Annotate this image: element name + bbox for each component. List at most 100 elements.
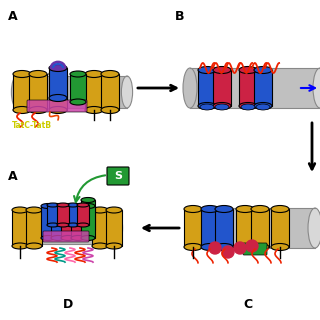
Ellipse shape — [121, 76, 132, 108]
Bar — [47, 205, 59, 225]
FancyBboxPatch shape — [243, 243, 267, 255]
Ellipse shape — [85, 70, 103, 77]
Ellipse shape — [81, 228, 95, 233]
Bar — [49, 74, 67, 110]
Ellipse shape — [184, 205, 202, 212]
Ellipse shape — [51, 204, 65, 209]
Ellipse shape — [254, 67, 272, 74]
Text: A: A — [8, 10, 18, 23]
Ellipse shape — [57, 223, 69, 227]
Ellipse shape — [271, 205, 289, 212]
Bar — [101, 74, 119, 110]
Ellipse shape — [239, 67, 257, 74]
Bar — [61, 206, 75, 238]
Circle shape — [246, 240, 258, 252]
Circle shape — [222, 246, 234, 258]
Bar — [49, 68, 67, 98]
Ellipse shape — [254, 102, 272, 109]
Bar — [190, 68, 320, 108]
Bar — [67, 205, 79, 225]
Bar — [57, 205, 69, 225]
Bar — [213, 70, 231, 106]
Ellipse shape — [47, 203, 59, 207]
Ellipse shape — [81, 204, 95, 209]
Ellipse shape — [13, 70, 31, 77]
Text: C: C — [244, 298, 252, 311]
Circle shape — [209, 242, 221, 254]
Ellipse shape — [215, 205, 233, 212]
Ellipse shape — [308, 208, 320, 248]
Bar — [51, 206, 65, 238]
Bar — [106, 210, 122, 246]
Ellipse shape — [236, 205, 254, 212]
Ellipse shape — [29, 107, 47, 114]
Bar — [184, 209, 202, 247]
Ellipse shape — [239, 102, 257, 109]
Ellipse shape — [49, 65, 67, 71]
Ellipse shape — [51, 236, 65, 241]
Ellipse shape — [57, 203, 69, 207]
Ellipse shape — [101, 70, 119, 77]
Bar — [201, 209, 219, 247]
Ellipse shape — [271, 244, 289, 251]
Bar — [81, 200, 95, 230]
Ellipse shape — [111, 212, 123, 244]
Ellipse shape — [101, 107, 119, 114]
Ellipse shape — [49, 107, 67, 114]
FancyBboxPatch shape — [43, 231, 89, 242]
Ellipse shape — [236, 244, 254, 251]
Ellipse shape — [49, 70, 67, 77]
Bar — [41, 206, 55, 238]
Ellipse shape — [71, 236, 85, 241]
FancyBboxPatch shape — [27, 100, 87, 112]
Ellipse shape — [12, 243, 28, 249]
FancyBboxPatch shape — [107, 167, 129, 185]
Ellipse shape — [92, 243, 108, 249]
Ellipse shape — [313, 68, 320, 108]
Ellipse shape — [49, 94, 67, 101]
Ellipse shape — [13, 212, 25, 244]
Bar — [71, 206, 85, 238]
Ellipse shape — [77, 203, 89, 207]
Circle shape — [234, 242, 246, 254]
Text: D: D — [63, 298, 73, 311]
Ellipse shape — [213, 67, 231, 74]
Ellipse shape — [251, 244, 269, 251]
Bar — [198, 70, 216, 106]
Ellipse shape — [81, 236, 95, 241]
Bar — [271, 209, 289, 247]
Ellipse shape — [41, 204, 55, 209]
Ellipse shape — [81, 197, 95, 203]
Ellipse shape — [85, 107, 103, 114]
Ellipse shape — [184, 244, 202, 251]
Ellipse shape — [71, 204, 85, 209]
Ellipse shape — [188, 208, 202, 248]
Ellipse shape — [67, 203, 79, 207]
Ellipse shape — [106, 207, 122, 213]
Bar — [251, 209, 269, 247]
Ellipse shape — [61, 236, 75, 241]
Bar — [17, 76, 127, 108]
Ellipse shape — [13, 107, 31, 114]
Ellipse shape — [70, 71, 86, 77]
Ellipse shape — [213, 102, 231, 109]
Bar — [239, 70, 257, 106]
Bar — [236, 209, 254, 247]
Ellipse shape — [200, 104, 214, 110]
Bar — [29, 74, 47, 110]
Ellipse shape — [26, 243, 42, 249]
Bar — [26, 210, 42, 246]
Ellipse shape — [201, 244, 219, 251]
Ellipse shape — [12, 76, 23, 108]
Bar — [12, 210, 28, 246]
Bar — [215, 209, 233, 247]
Ellipse shape — [256, 104, 270, 110]
Ellipse shape — [198, 102, 216, 109]
Text: TatC-TatB: TatC-TatB — [12, 121, 52, 130]
Text: S: S — [114, 171, 122, 181]
Ellipse shape — [26, 207, 42, 213]
Ellipse shape — [183, 68, 197, 108]
Ellipse shape — [41, 236, 55, 241]
Bar — [254, 70, 272, 106]
Ellipse shape — [47, 223, 59, 227]
